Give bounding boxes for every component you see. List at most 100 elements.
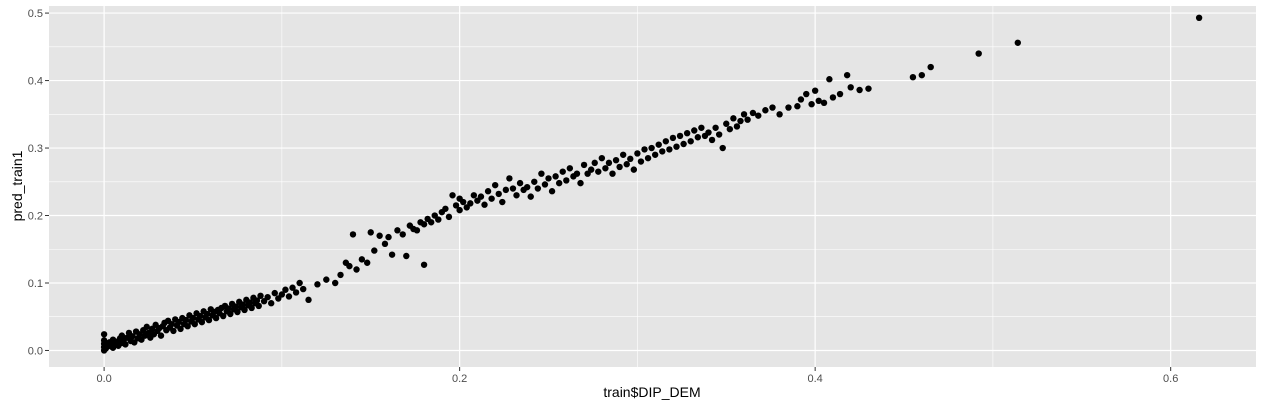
data-point (427, 219, 435, 226)
data-point (445, 213, 453, 221)
data-point (1195, 14, 1203, 22)
data-point (927, 63, 934, 71)
data-point (257, 292, 264, 300)
data-point (204, 310, 211, 318)
data-point (467, 200, 474, 207)
y-tick-label: 0.1 (28, 278, 43, 290)
data-point (609, 170, 616, 177)
data-point (634, 150, 641, 157)
data-point (349, 231, 357, 238)
data-point (762, 107, 769, 114)
x-tick-label: 0.4 (808, 373, 823, 385)
data-point (232, 303, 239, 310)
data-point (381, 240, 389, 248)
data-point (495, 190, 502, 198)
data-point (769, 104, 776, 111)
data-point (353, 266, 360, 273)
data-point (285, 293, 293, 300)
data-point (644, 154, 652, 162)
data-point (555, 179, 563, 187)
x-axis-title: train$DIP_DEM (603, 384, 700, 400)
data-point (385, 233, 392, 241)
data-point (705, 129, 712, 136)
data-point (100, 337, 108, 344)
data-point (289, 284, 296, 291)
data-point (491, 181, 499, 189)
data-point (129, 333, 136, 340)
data-point (909, 73, 917, 81)
data-point (836, 90, 844, 98)
data-point (394, 227, 401, 234)
y-tick-label: 0.2 (28, 211, 43, 223)
data-point (744, 116, 751, 123)
data-point (253, 297, 261, 304)
data-point (196, 312, 204, 320)
data-point (843, 71, 851, 79)
data-point (740, 111, 748, 118)
data-point (452, 202, 460, 209)
data-point (449, 192, 456, 199)
data-point (797, 96, 805, 103)
data-point (323, 276, 330, 283)
data-point (182, 316, 190, 324)
data-point (680, 140, 687, 148)
data-point (516, 179, 524, 187)
data-point (1014, 39, 1021, 46)
y-tick-label: 0.4 (28, 76, 43, 88)
data-point (612, 156, 620, 164)
data-point (296, 279, 303, 287)
data-point (371, 247, 378, 254)
data-point (627, 155, 634, 163)
data-point (637, 158, 645, 165)
data-point (143, 323, 150, 331)
data-point (420, 261, 428, 268)
data-point (100, 331, 108, 338)
data-point (538, 170, 545, 177)
data-point (687, 138, 694, 145)
data-point (975, 50, 982, 57)
data-point (548, 188, 556, 195)
data-point (376, 232, 383, 239)
data-point (442, 205, 449, 212)
data-point (651, 151, 659, 158)
y-axis-title: pred_train1 (9, 150, 25, 221)
data-point (708, 136, 716, 144)
data-point (314, 281, 321, 288)
data-point (623, 161, 630, 168)
data-point (808, 100, 815, 108)
data-point (388, 251, 396, 258)
data-point (246, 299, 254, 306)
data-point (268, 300, 275, 307)
data-point (691, 127, 698, 134)
data-point (484, 188, 492, 195)
data-point (719, 144, 726, 152)
data-point (811, 87, 819, 94)
data-point (755, 112, 762, 119)
y-tick-label: 0.0 (28, 345, 43, 357)
data-point (666, 146, 673, 153)
y-tick-label: 0.3 (28, 143, 43, 155)
data-point (212, 314, 220, 322)
data-point (271, 289, 278, 297)
data-point (499, 198, 506, 206)
data-point (346, 262, 353, 270)
data-point (234, 308, 241, 316)
data-point (580, 161, 588, 169)
data-point (541, 181, 549, 188)
data-point (776, 111, 783, 118)
data-points (100, 14, 1203, 354)
data-point (292, 289, 300, 296)
data-point (815, 97, 822, 105)
data-point (847, 84, 854, 91)
data-point (573, 170, 581, 177)
data-point (715, 131, 723, 138)
x-tick-label: 0.0 (96, 373, 111, 385)
data-point (413, 227, 421, 234)
data-point (205, 316, 213, 324)
data-point (641, 146, 648, 153)
data-point (559, 168, 566, 175)
data-point (435, 216, 442, 223)
data-point (856, 86, 863, 94)
data-point (595, 168, 602, 175)
data-point (785, 104, 792, 111)
